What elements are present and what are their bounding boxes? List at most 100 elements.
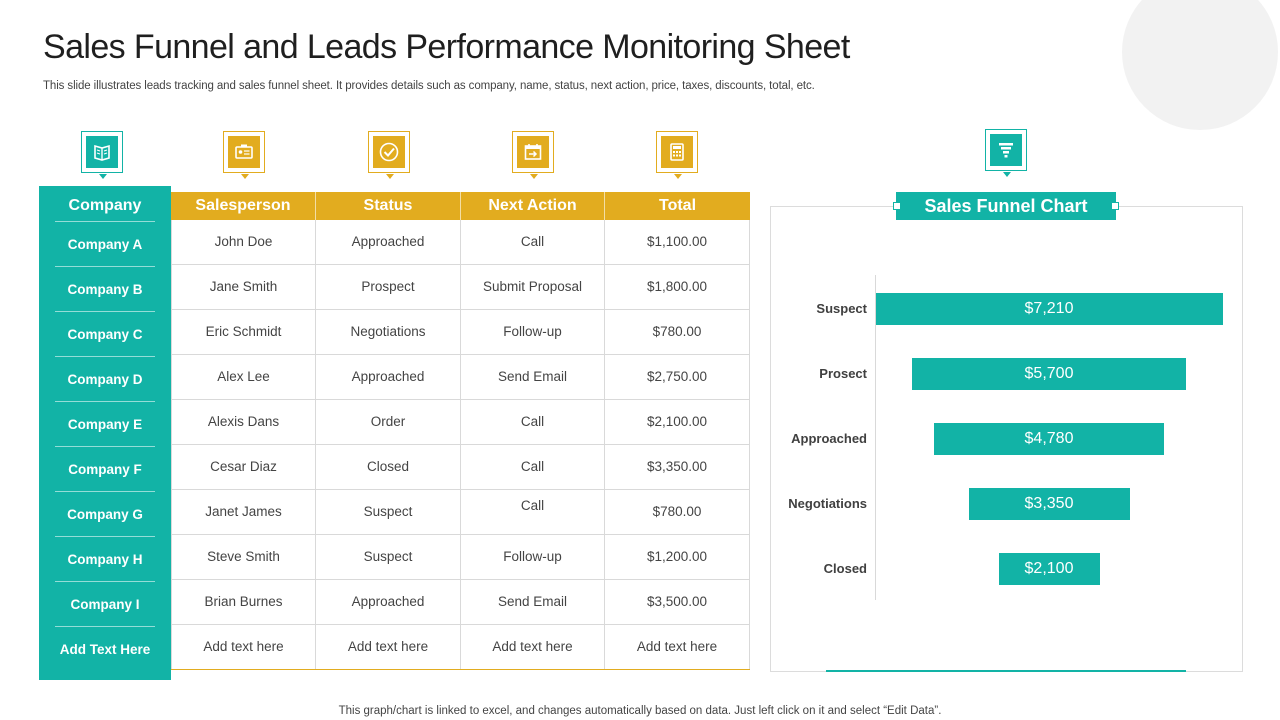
company-cell: Company G [55, 491, 155, 536]
total-cell: $2,100.00 [605, 400, 750, 444]
company-column: Company Company A Company B Company C Co… [39, 186, 171, 680]
funnel-bar[interactable] [934, 423, 1164, 455]
decorative-circle [1122, 0, 1278, 130]
salesperson-cell: Cesar Diaz [171, 445, 316, 489]
funnel-value-label: $5,700 [1024, 365, 1074, 382]
column-header-status: Status [316, 192, 461, 220]
funnel-bar[interactable] [968, 488, 1130, 520]
leads-table: Salesperson Status Next Action Total Joh… [171, 192, 750, 670]
calculator-icon [670, 143, 684, 161]
company-cell: Company B [55, 266, 155, 311]
company-cell: Company F [55, 446, 155, 491]
salesperson-cell: Brian Burnes [171, 580, 316, 624]
status-cell: Order [316, 400, 461, 444]
funnel-bar[interactable] [998, 553, 1100, 585]
column-header-total: Total [658, 197, 697, 214]
salesperson-cell: Alex Lee [171, 355, 316, 399]
status-cell: Suspect [316, 490, 461, 534]
chart-category-axis [875, 275, 876, 600]
funnel-bar[interactable] [912, 358, 1186, 390]
chart-title: Sales Funnel Chart [893, 192, 1119, 220]
book-icon [94, 144, 110, 161]
salesperson-cell: Steve Smith [171, 535, 316, 579]
company-cell: Company A [55, 221, 155, 266]
id-card-icon-badge [223, 131, 265, 179]
total-cell: $780.00 [605, 490, 750, 534]
total-cell: $2,750.00 [605, 355, 750, 399]
total-cell: $780.00 [605, 310, 750, 354]
table-row: Brian Burnes Approached Send Email $3,50… [171, 580, 750, 625]
column-header-salesperson: Salesperson [171, 192, 316, 220]
footer-note: This graph/chart is linked to excel, and… [338, 705, 942, 717]
company-cell: Add Text Here [55, 626, 155, 671]
salesperson-cell: Eric Schmidt [171, 310, 316, 354]
funnel-icon [999, 143, 1013, 158]
chart-baseline [826, 670, 1186, 672]
table-row: Add text here Add text here Add text her… [171, 625, 750, 670]
company-cell: Company C [55, 311, 155, 356]
table-row: Eric Schmidt Negotiations Follow-up $780… [171, 310, 750, 355]
book-icon-badge [81, 131, 123, 179]
salesperson-cell: Jane Smith [171, 265, 316, 309]
funnel-category-label: Approached [791, 431, 867, 446]
total-cell: $1,200.00 [605, 535, 750, 579]
table-row: Alex Lee Approached Send Email $2,750.00 [171, 355, 750, 400]
funnel-category-label: Negotiations [788, 496, 867, 511]
total-cell: Add text here [605, 625, 750, 669]
column-header-next-action: Next Action [461, 192, 605, 220]
table-row: Alexis Dans Order Call $2,100.00 [171, 400, 750, 445]
status-cell: Prospect [316, 265, 461, 309]
status-cell: Suspect [316, 535, 461, 579]
next-action-cell: Call [461, 220, 605, 264]
calendar-arrow-icon-badge [512, 131, 554, 179]
id-card-icon [235, 144, 253, 159]
funnel-value-label: $2,100 [1024, 560, 1074, 577]
table-row: Janet James Suspect Call $780.00 [171, 490, 750, 535]
page-subtitle: This slide illustrates leads tracking an… [43, 80, 815, 92]
funnel-value-label: $7,210 [1024, 300, 1074, 317]
funnel-category-label: Suspect [816, 301, 867, 316]
total-cell: $1,800.00 [605, 265, 750, 309]
resize-handle-left [893, 202, 901, 210]
funnel-category-label: Closed [823, 561, 867, 576]
page-title: Sales Funnel and Leads Performance Monit… [43, 28, 850, 66]
table-row: Steve Smith Suspect Follow-up $1,200.00 [171, 535, 750, 580]
total-cell: $3,350.00 [605, 445, 750, 489]
company-cell: Company D [55, 356, 155, 401]
funnel-value-label: $4,780 [1024, 430, 1074, 447]
funnel-bar[interactable] [875, 293, 1223, 325]
checkmark-icon [379, 142, 399, 162]
table-row: Jane Smith Prospect Submit Proposal $1,8… [171, 265, 750, 310]
next-action-cell: Submit Proposal [461, 265, 605, 309]
status-cell: Approached [316, 220, 461, 264]
table-row: John Doe Approached Call $1,100.00 [171, 220, 750, 265]
next-action-cell: Add text here [461, 625, 605, 669]
company-cell: Company I [55, 581, 155, 626]
funnel-category-label: Prosect [819, 366, 867, 381]
funnel-value-label: $3,350 [1024, 495, 1074, 512]
next-action-cell: Call [461, 400, 605, 444]
calendar-arrow-icon [524, 144, 542, 160]
salesperson-cell: Alexis Dans [171, 400, 316, 444]
next-action-cell: Call [461, 490, 605, 534]
resize-handle-right [1111, 202, 1119, 210]
company-cell: Company H [55, 536, 155, 581]
table-row: Cesar Diaz Closed Call $3,350.00 [171, 445, 750, 490]
next-action-cell: Follow-up [461, 310, 605, 354]
checkmark-icon-badge [368, 131, 410, 179]
next-action-cell: Send Email [461, 580, 605, 624]
status-cell: Closed [316, 445, 461, 489]
total-cell: $3,500.00 [605, 580, 750, 624]
funnel-icon-badge [985, 129, 1027, 177]
next-action-cell: Send Email [461, 355, 605, 399]
table-header-row: Salesperson Status Next Action Total [171, 192, 750, 220]
calculator-icon-badge [656, 131, 698, 179]
next-action-cell: Follow-up [461, 535, 605, 579]
chart-title-text: Sales Funnel Chart [924, 196, 1088, 216]
salesperson-cell: John Doe [171, 220, 316, 264]
next-action-cell: Call [461, 445, 605, 489]
status-cell: Negotiations [316, 310, 461, 354]
status-cell: Approached [316, 355, 461, 399]
company-header: Company [68, 197, 142, 214]
company-cell: Company E [55, 401, 155, 446]
